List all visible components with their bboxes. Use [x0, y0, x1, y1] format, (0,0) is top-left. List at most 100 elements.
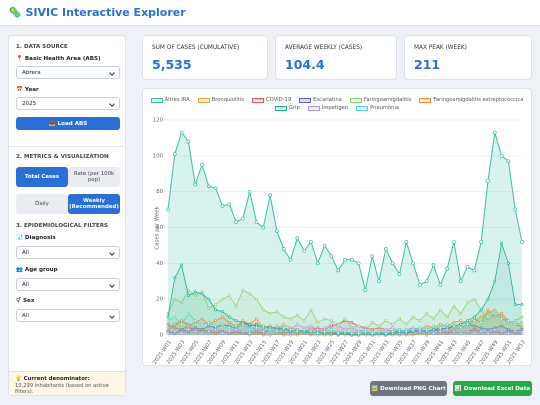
data-point [445, 315, 449, 319]
data-point [207, 329, 211, 333]
period-toggle[interactable]: Weekly (Recommended) [68, 194, 120, 214]
data-point [466, 322, 469, 326]
data-point [214, 319, 218, 323]
data-point [193, 290, 197, 294]
data-point [261, 225, 266, 230]
stat-label: AVERAGE WEEKLY (CASES) [285, 45, 363, 51]
data-point [493, 279, 497, 283]
data-point [234, 304, 238, 308]
data-point [391, 322, 395, 326]
data-point [227, 326, 231, 330]
data-point [384, 319, 388, 323]
legend-swatch [274, 105, 287, 111]
legend-item: Altres IRA [150, 97, 190, 103]
legend-item: Faringoamigdalitis estreptocòccica [419, 97, 523, 103]
data-point [295, 329, 299, 333]
data-point [275, 329, 279, 333]
data-point [302, 248, 307, 253]
load-button[interactable]: 📥 Load ABS [16, 117, 120, 130]
data-point [411, 333, 415, 337]
data-point [384, 328, 388, 332]
data-point [383, 247, 388, 251]
diagnosis-select[interactable]: All [16, 246, 120, 259]
legend: Altres IRA Bronquiolitis COVID-19 Escarlati… [150, 97, 524, 111]
data-point [425, 312, 429, 315]
data-point [343, 257, 347, 262]
data-point [180, 331, 184, 335]
data-point [452, 324, 456, 328]
data-point [329, 319, 333, 323]
data-point [275, 310, 279, 314]
data-point [322, 243, 327, 248]
data-point [425, 328, 429, 332]
area-select[interactable]: Abrera [16, 66, 120, 79]
data-point [465, 265, 470, 269]
data-point [207, 321, 211, 324]
data-point [268, 312, 272, 315]
data-point [377, 329, 381, 333]
data-point [302, 319, 306, 323]
data-point [179, 130, 184, 135]
data-point [309, 324, 313, 328]
series-area [168, 243, 522, 335]
data-point [370, 328, 374, 332]
data-point [377, 279, 381, 284]
data-point [288, 257, 293, 262]
data-point [425, 324, 429, 328]
data-point [486, 331, 490, 335]
data-point [193, 319, 197, 323]
data-point [432, 331, 435, 335]
sex-select[interactable]: All [16, 309, 120, 322]
data-point [398, 328, 401, 332]
data-point [336, 324, 340, 328]
year-select[interactable]: 2025 [16, 97, 120, 110]
data-point [309, 239, 313, 244]
data-point [445, 328, 449, 332]
data-point [255, 297, 258, 301]
y-tick-label: 60 [156, 225, 163, 231]
data-point [486, 328, 490, 332]
stat-value: 211 [414, 57, 441, 72]
data-point [200, 317, 204, 321]
data-point [214, 308, 218, 312]
data-point [472, 319, 476, 323]
data-point [479, 308, 483, 312]
metric-toggle[interactable]: Total Cases [16, 167, 68, 187]
series-area [168, 313, 522, 335]
data-point [193, 329, 197, 333]
data-point [180, 301, 184, 305]
data-point [520, 303, 524, 306]
data-point [486, 297, 490, 301]
period-toggle[interactable]: Daily [16, 194, 68, 214]
data-point [404, 239, 409, 244]
data-point [438, 308, 442, 312]
data-point [472, 297, 476, 301]
data-point [180, 263, 184, 267]
data-point [445, 266, 449, 271]
legend-item: Faringoamigdalitis [349, 97, 411, 103]
download-png-button[interactable]: 🖼️ Download PNG Chart [370, 381, 447, 396]
data-point [295, 236, 300, 241]
data-point [248, 322, 252, 326]
data-point [513, 329, 517, 333]
data-point [323, 329, 327, 333]
age-select[interactable]: All [16, 278, 120, 291]
download-excel-button[interactable]: 📊 Download Excel Data [453, 381, 532, 396]
metric-toggle[interactable]: Rate (per 100k pop) [68, 167, 120, 187]
data-point [390, 261, 395, 266]
data-point [432, 324, 435, 328]
data-point [281, 247, 286, 251]
legend-label: Impetigen [321, 105, 349, 111]
legend-swatch [307, 105, 320, 111]
data-point [432, 317, 435, 321]
data-point [227, 315, 231, 319]
data-point [186, 139, 191, 144]
data-point [247, 189, 252, 194]
data-point [350, 321, 354, 324]
data-point [241, 329, 245, 333]
data-point [166, 326, 170, 330]
data-point [499, 153, 504, 158]
data-point [193, 182, 198, 187]
